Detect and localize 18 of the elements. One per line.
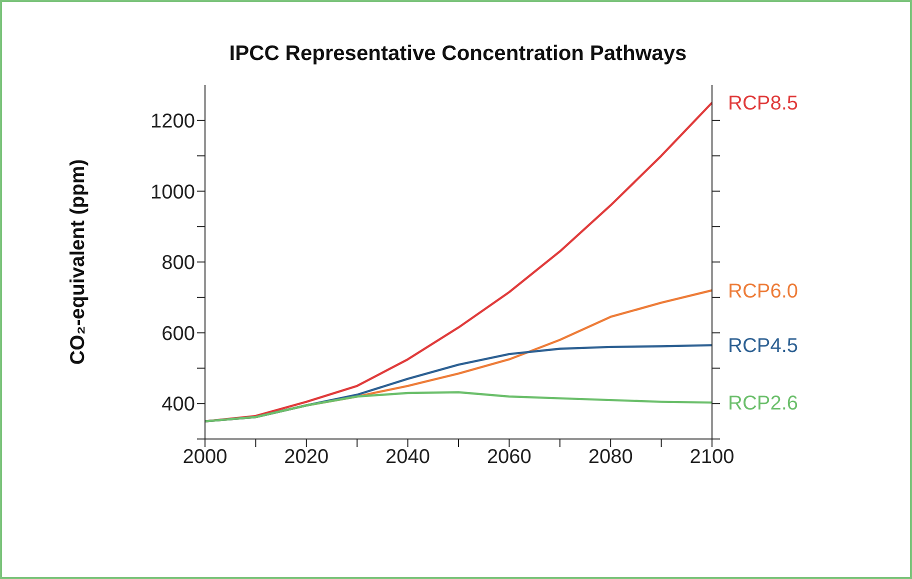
- x-tick-label: 2080: [588, 446, 633, 468]
- y-tick-label: 400: [162, 394, 195, 416]
- x-tick-label: 2040: [386, 446, 430, 468]
- x-tick-label: 2020: [284, 446, 329, 468]
- y-tick-label: 600: [162, 322, 195, 345]
- y-tick-label: 1200: [150, 110, 195, 132]
- series-label: RCP2.6: [728, 392, 798, 415]
- series-label: RCP4.5: [728, 335, 798, 358]
- series-label: RCP8.5: [728, 92, 798, 115]
- y-tick-label: 1000: [150, 181, 195, 204]
- series-label: RCP6.0: [728, 280, 798, 302]
- x-tick-label: 2100: [690, 446, 734, 468]
- y-axis-title: CO₂-equivalent (ppm): [67, 159, 90, 365]
- y-tick-label: 800: [162, 252, 195, 274]
- x-tick-label: 2060: [486, 446, 532, 468]
- x-tick-label: 2000: [182, 446, 228, 468]
- line-series: [205, 391, 712, 422]
- chart-title: IPCC Representative Concentration Pathways: [228, 42, 688, 66]
